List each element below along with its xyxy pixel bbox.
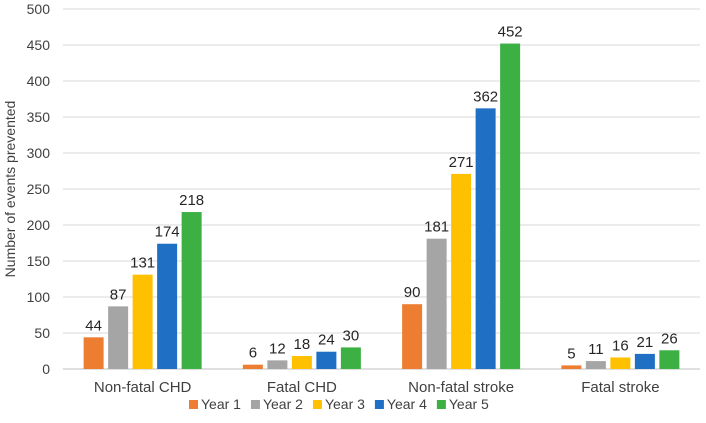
data-label: 362 [473, 88, 498, 105]
data-label: 271 [449, 154, 474, 171]
data-label: 131 [130, 255, 155, 272]
legend-item: Year 2 [250, 396, 303, 412]
legend: Year 1 Year 2 Year 3 Year 4 Year 5 [189, 396, 489, 412]
bars [83, 43, 680, 370]
data-label: 11 [588, 341, 604, 358]
bar-year-3 [132, 274, 153, 369]
bar-year-4 [475, 108, 496, 370]
legend-item: Year 1 [189, 396, 241, 412]
legend-label: Year 3 [325, 396, 365, 412]
bar-year-4 [316, 351, 337, 369]
bar-year-1 [83, 337, 104, 369]
legend-swatch [374, 400, 384, 409]
y-tick-label: 150 [27, 253, 51, 269]
data-label: 30 [343, 327, 360, 344]
legend-label: Year 2 [263, 396, 303, 412]
y-tick-label: 0 [42, 361, 50, 377]
legend-swatch [250, 400, 260, 409]
bar-year-4 [634, 353, 655, 369]
data-label: 90 [404, 284, 421, 301]
bar-year-3 [610, 357, 631, 369]
data-label: 6 [249, 345, 257, 362]
legend-swatch [312, 400, 322, 409]
x-axis-categories: Non-fatal CHD Fatal CHD Non-fatal stroke Fa… [94, 379, 660, 396]
legend-swatch [436, 400, 446, 409]
y-tick-label: 300 [27, 145, 51, 161]
bar-year-4 [157, 243, 178, 369]
bar-year-2 [426, 238, 447, 369]
x-category-label: Fatal stroke [581, 379, 659, 396]
x-category-label: Fatal CHD [267, 379, 337, 396]
y-tick-label: 500 [27, 1, 51, 17]
legend-item: Year 4 [374, 396, 427, 412]
data-label: 452 [498, 24, 523, 41]
bar-year-3 [451, 173, 472, 369]
bar-year-2 [585, 361, 606, 369]
legend-swatch [189, 400, 198, 409]
y-tick-label: 400 [27, 73, 51, 89]
bar-year-2 [267, 360, 288, 369]
data-label: 174 [155, 224, 180, 241]
data-label: 24 [318, 332, 335, 349]
data-label: 26 [661, 330, 678, 347]
legend-label: Year 5 [449, 396, 489, 412]
legend-item: Year 3 [312, 396, 365, 412]
y-tick-label: 100 [27, 289, 51, 305]
y-axis-title: Number of events prevented [2, 101, 18, 278]
bar-year-1 [402, 304, 423, 369]
y-tick-label: 50 [34, 325, 50, 341]
data-label: 16 [612, 337, 629, 354]
bar-year-3 [291, 356, 312, 369]
data-label: 21 [637, 334, 654, 351]
data-label: 218 [179, 192, 204, 209]
data-label: 5 [567, 345, 575, 362]
bar-year-5 [181, 212, 202, 369]
legend-item: Year 5 [436, 396, 489, 412]
data-label: 87 [110, 286, 127, 303]
bar-year-1 [561, 365, 582, 369]
y-tick-label: 250 [27, 181, 51, 197]
data-label: 44 [85, 317, 102, 334]
data-label: 181 [424, 219, 449, 236]
y-tick-label: 200 [27, 217, 51, 233]
bar-year-5 [659, 350, 680, 369]
bar-year-5 [500, 43, 521, 370]
data-label: 18 [294, 336, 311, 353]
bar-year-1 [242, 364, 263, 369]
legend-label: Year 4 [387, 396, 427, 412]
legend-label: Year 1 [201, 396, 241, 412]
x-category-label: Non-fatal CHD [94, 379, 192, 396]
x-category-label: Non-fatal stroke [408, 379, 514, 396]
y-tick-label: 450 [27, 37, 51, 53]
data-label: 12 [269, 340, 286, 357]
bar-year-5 [340, 347, 361, 369]
bar-year-2 [108, 306, 129, 369]
y-axis-ticks: 0 50 100 150 200 250 300 350 400 450 500 [27, 1, 51, 377]
y-tick-label: 350 [27, 109, 51, 125]
